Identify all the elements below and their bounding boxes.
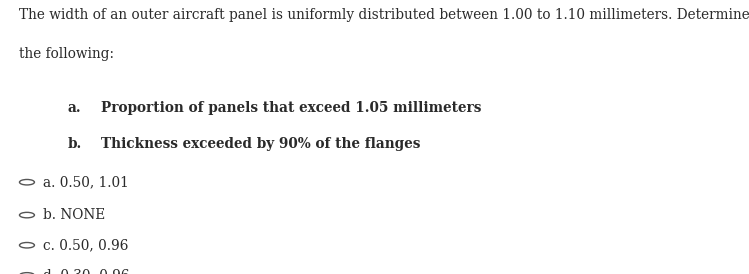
Text: c. 0.50, 0.96: c. 0.50, 0.96 <box>43 238 129 252</box>
Text: b.: b. <box>67 137 82 151</box>
Text: the following:: the following: <box>19 47 114 61</box>
Text: a.: a. <box>67 101 81 115</box>
Text: b. NONE: b. NONE <box>43 208 106 222</box>
Text: Proportion of panels that exceed 1.05 millimeters: Proportion of panels that exceed 1.05 mi… <box>101 101 482 115</box>
Text: a. 0.50, 1.01: a. 0.50, 1.01 <box>43 175 129 189</box>
Text: The width of an outer aircraft panel is uniformly distributed between 1.00 to 1.: The width of an outer aircraft panel is … <box>19 8 749 22</box>
Text: Thickness exceeded by 90% of the flanges: Thickness exceeded by 90% of the flanges <box>101 137 420 151</box>
Text: d. 0.30, 0.96: d. 0.30, 0.96 <box>43 268 130 274</box>
